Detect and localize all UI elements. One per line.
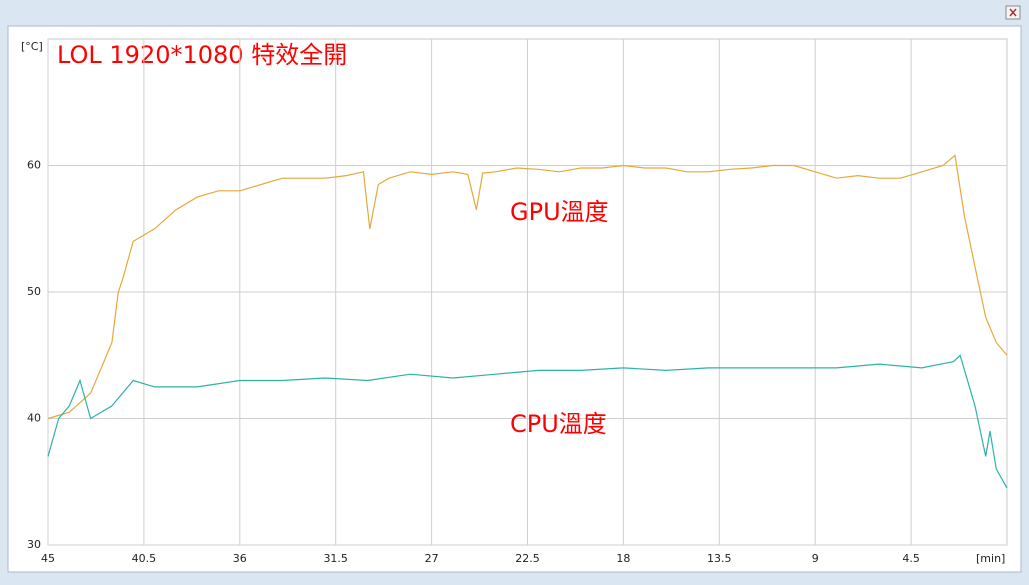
close-icon <box>1009 8 1017 17</box>
series-line <box>47 354 1008 489</box>
x-tick-label: 9 <box>812 552 819 565</box>
y-tick-label: 30 <box>27 538 41 551</box>
x-axis-label: [min] <box>976 552 1005 565</box>
y-tick-label: 50 <box>27 285 41 298</box>
y-axis-label: [°C] <box>21 40 43 53</box>
x-tick-label: 13.5 <box>707 552 732 565</box>
series-label: GPU溫度 <box>510 198 609 226</box>
chart-title: LOL 1920*1080 特效全開 <box>57 41 347 69</box>
x-tick-label: 45 <box>41 552 55 565</box>
x-tick-label: 40.5 <box>132 552 157 565</box>
series-line <box>47 154 1008 420</box>
x-tick-label: 4.5 <box>902 552 920 565</box>
series-label: CPU溫度 <box>510 410 607 438</box>
x-tick-label: 22.5 <box>515 552 540 565</box>
y-tick-label: 40 <box>27 412 41 425</box>
x-tick-label: 18 <box>616 552 630 565</box>
x-tick-label: 31.5 <box>323 552 348 565</box>
y-tick-label: 60 <box>27 159 41 172</box>
x-tick-label: 27 <box>425 552 439 565</box>
x-tick-label: 36 <box>233 552 247 565</box>
